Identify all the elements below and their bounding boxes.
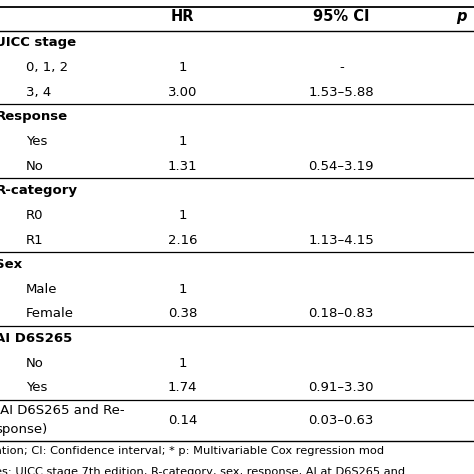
Text: 0, 1, 2: 0, 1, 2 xyxy=(26,61,68,74)
Text: 0.91–3.30: 0.91–3.30 xyxy=(309,382,374,394)
Text: AI D6S265: AI D6S265 xyxy=(0,332,73,345)
Text: 1.31: 1.31 xyxy=(168,160,197,173)
Text: 1.13–4.15: 1.13–4.15 xyxy=(309,234,374,246)
Text: 1: 1 xyxy=(178,283,187,296)
Text: 3, 4: 3, 4 xyxy=(26,86,51,99)
Text: 3.00: 3.00 xyxy=(168,86,197,99)
Text: -: - xyxy=(339,61,344,74)
Text: Sex: Sex xyxy=(0,258,22,271)
Text: Male: Male xyxy=(26,283,57,296)
Text: HR: HR xyxy=(171,9,194,24)
Text: 1.53–5.88: 1.53–5.88 xyxy=(309,86,374,99)
Text: Female: Female xyxy=(26,308,74,320)
Text: p: p xyxy=(456,9,467,24)
Text: 1: 1 xyxy=(178,357,187,370)
Text: Yes: Yes xyxy=(26,382,47,394)
Text: 2.16: 2.16 xyxy=(168,234,197,246)
Text: No: No xyxy=(26,357,44,370)
Text: R1: R1 xyxy=(26,234,44,246)
Text: 0.54–3.19: 0.54–3.19 xyxy=(309,160,374,173)
Text: R0: R0 xyxy=(26,209,44,222)
Text: 1.74: 1.74 xyxy=(168,382,197,394)
Text: No: No xyxy=(26,160,44,173)
Text: 1: 1 xyxy=(178,209,187,222)
Text: es: UICC stage 7th edition, R-category, sex, response, AI at D6S265 and: es: UICC stage 7th edition, R-category, … xyxy=(0,466,405,474)
Text: 1: 1 xyxy=(178,61,187,74)
Text: (AI D6S265 and Re-: (AI D6S265 and Re- xyxy=(0,404,125,417)
Text: 1: 1 xyxy=(178,135,187,148)
Text: 0.18–0.83: 0.18–0.83 xyxy=(309,308,374,320)
Text: 0.14: 0.14 xyxy=(168,414,197,427)
Text: Yes: Yes xyxy=(26,135,47,148)
Text: R-category: R-category xyxy=(0,184,77,197)
Text: ation; CI: Confidence interval; * p: Multivariable Cox regression mod: ation; CI: Confidence interval; * p: Mul… xyxy=(0,446,384,456)
Text: UICC stage: UICC stage xyxy=(0,36,76,49)
Text: 0.38: 0.38 xyxy=(168,308,197,320)
Text: 0.03–0.63: 0.03–0.63 xyxy=(309,414,374,427)
Text: 95% CI: 95% CI xyxy=(313,9,370,24)
Text: sponse): sponse) xyxy=(0,423,47,436)
Text: Response: Response xyxy=(0,110,67,123)
